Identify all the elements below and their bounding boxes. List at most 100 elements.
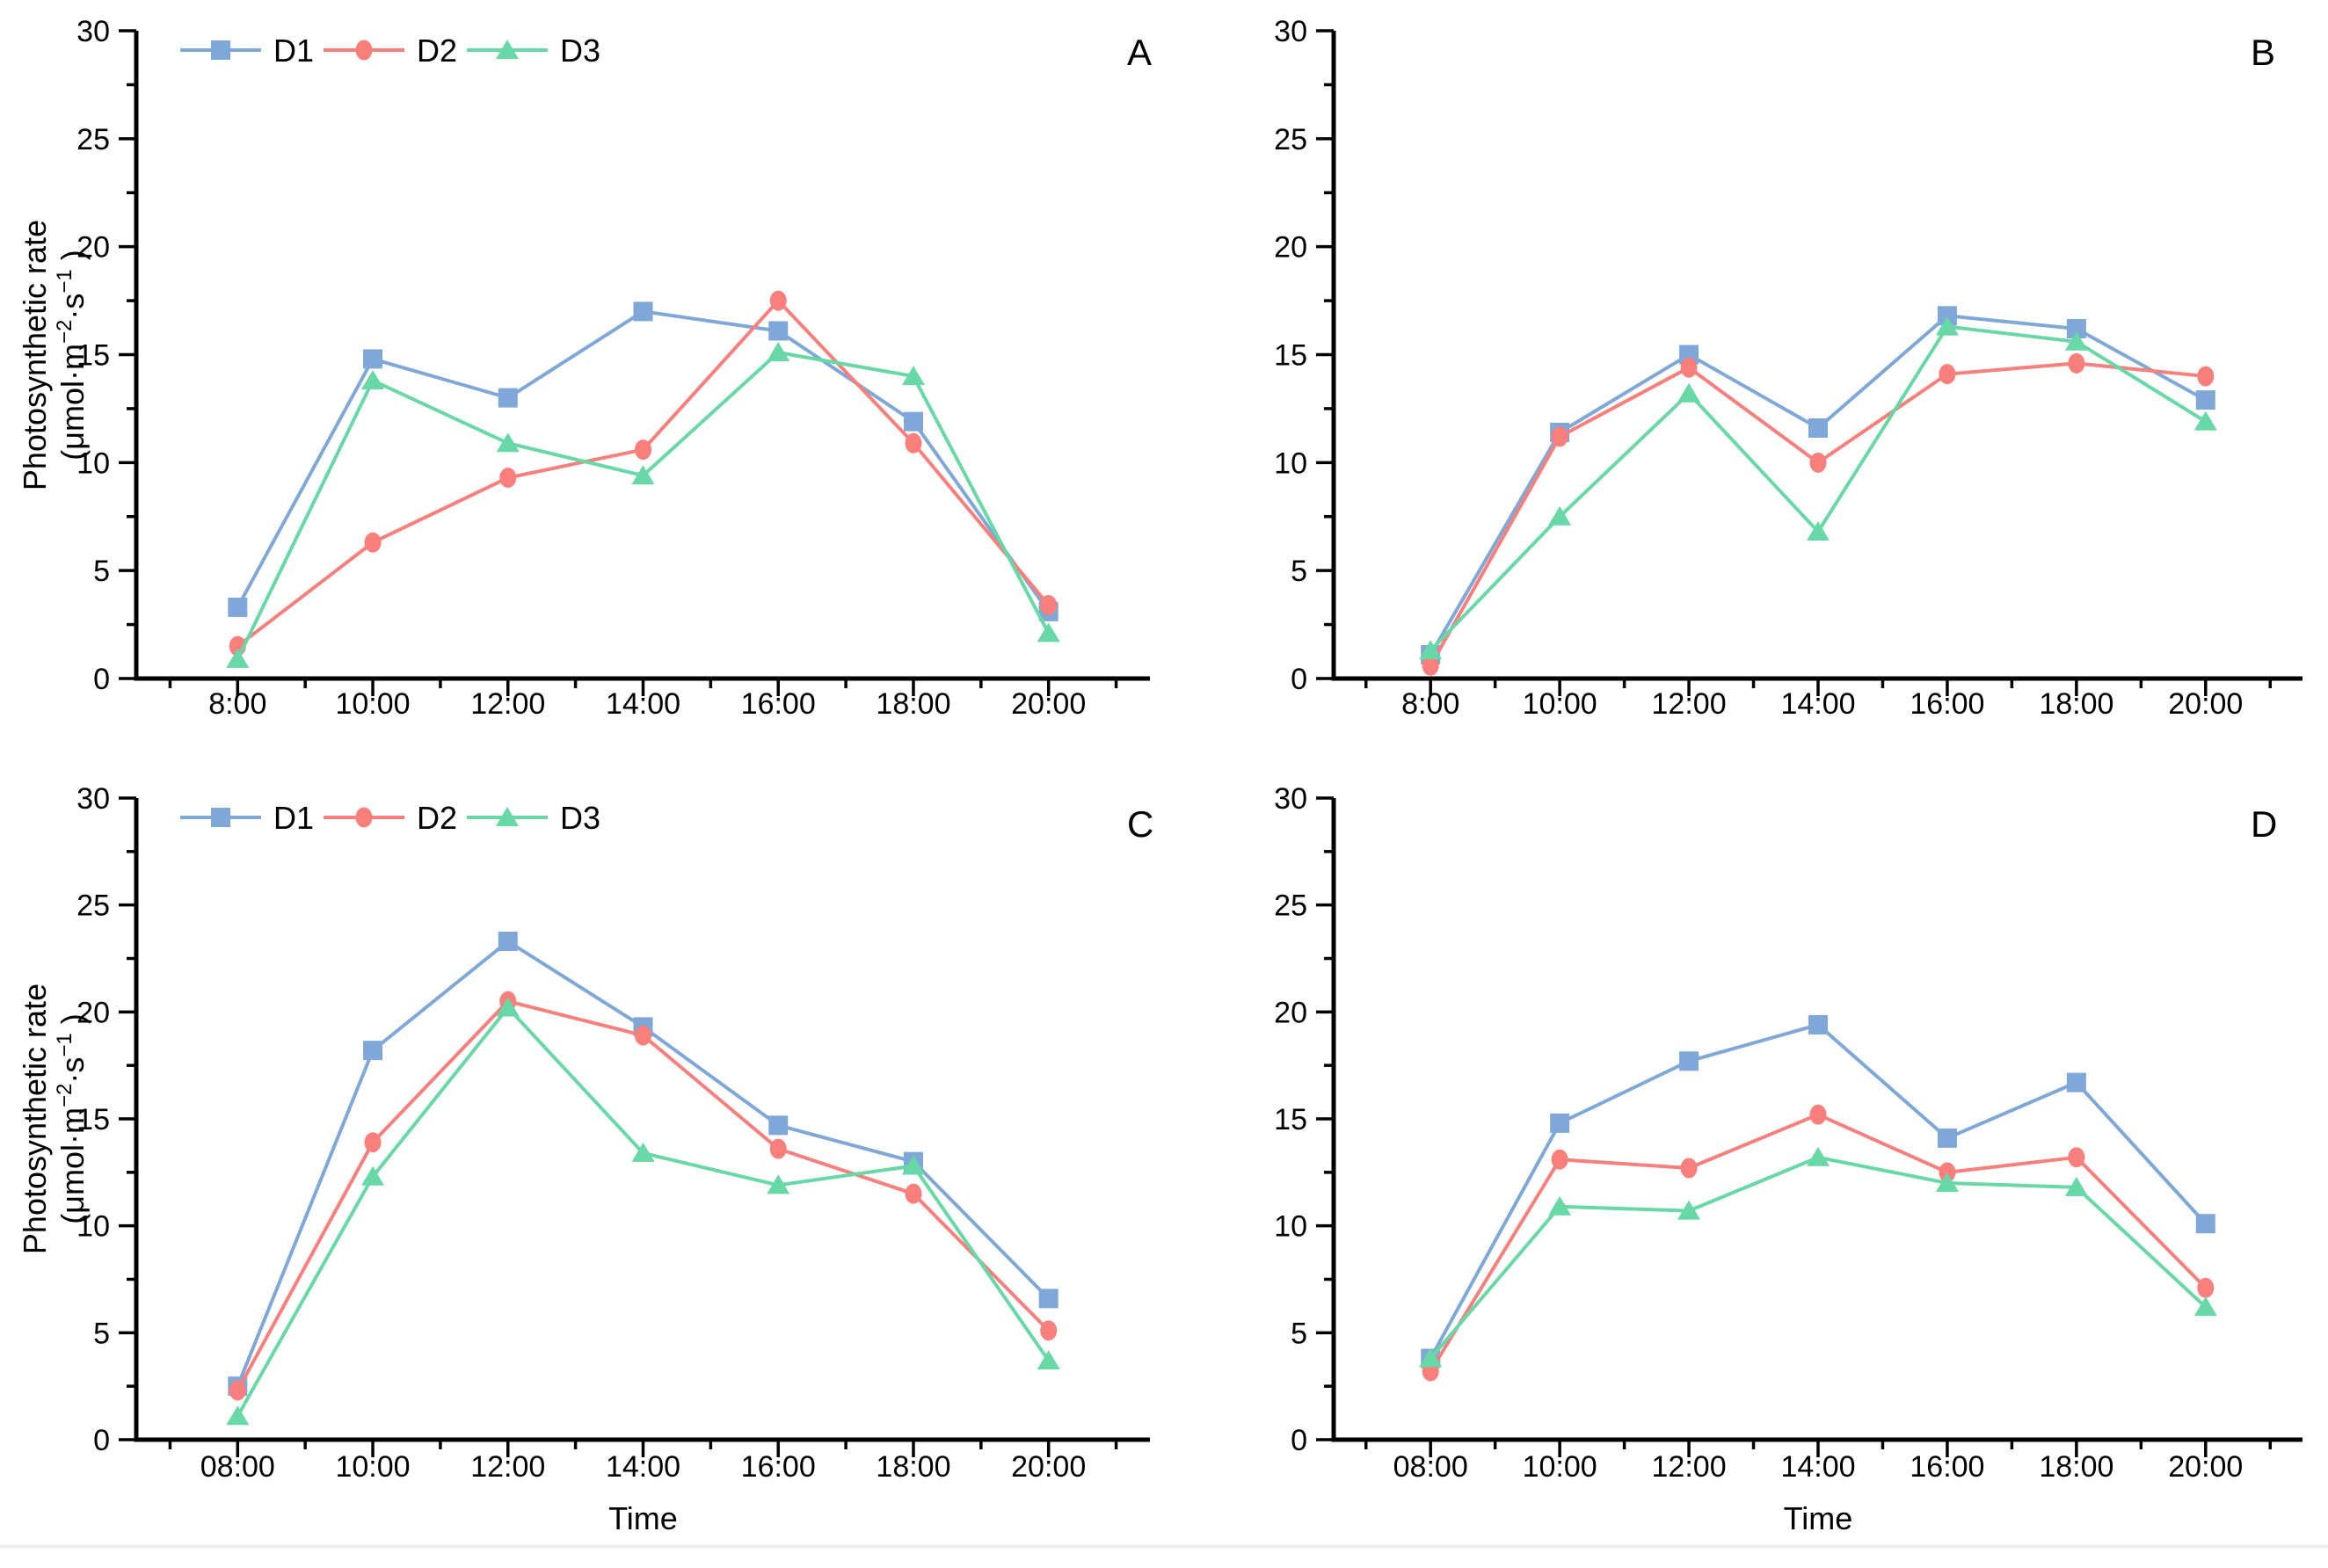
series-D2-marker	[364, 532, 382, 553]
legend-circle-icon	[355, 807, 373, 828]
x-tick-label: 10:00	[1523, 1450, 1597, 1484]
y-tick-label: 0	[1291, 1424, 1307, 1457]
series-D3-marker	[496, 997, 520, 1017]
y-tick-label: 10	[76, 1210, 110, 1244]
x-axis-title: Time	[608, 1500, 678, 1536]
series-D3-marker	[496, 432, 520, 453]
series-D3-marker	[1677, 382, 1701, 403]
series-D3-marker	[361, 369, 385, 389]
series-D3-marker	[1935, 316, 1959, 336]
series-D3-marker	[901, 1155, 925, 1175]
legend-label: D3	[560, 33, 600, 69]
series-D3-line	[1429, 1155, 2208, 1360]
y-axis-title-units: (μmol·m−2·s−1 )	[53, 250, 91, 460]
x-tick-label: 10:00	[335, 687, 410, 721]
series-D3-marker	[2064, 1176, 2088, 1196]
legend-label: D2	[417, 33, 457, 69]
axes-spines	[134, 31, 1150, 681]
y-tick-label: 5	[93, 1317, 110, 1350]
series-D2-marker	[2068, 352, 2085, 374]
series-D2-marker	[1939, 364, 1956, 385]
x-tick-label: 08:00	[200, 1450, 275, 1484]
x-tick-label: 10:00	[335, 1450, 410, 1484]
x-tick-label: 08:00	[1393, 1450, 1468, 1484]
series-D3-marker	[1548, 1195, 1572, 1216]
series-D1-marker	[1937, 1128, 1957, 1148]
panel-letter: A	[1127, 32, 1152, 73]
y-tick-label: 20	[76, 996, 110, 1029]
series-D3-marker	[2064, 330, 2088, 351]
y-tick-label: 30	[76, 782, 110, 816]
x-tick-label: 8:00	[208, 687, 266, 721]
series-D2-marker	[1040, 594, 1058, 615]
series-D2-marker	[1939, 1162, 1956, 1183]
legend-triangle-icon	[496, 40, 519, 59]
series-D3-marker	[361, 1165, 385, 1186]
x-tick-label: 12:00	[1652, 1450, 1727, 1484]
y-tick-label: 30	[1274, 782, 1307, 816]
x-tick-label: 18:00	[876, 1450, 950, 1484]
series-D2-marker	[1809, 1104, 1827, 1125]
series-D1-marker	[768, 1115, 789, 1136]
y-tick-label: 15	[1274, 1103, 1307, 1136]
series-D3-marker	[1807, 520, 1830, 541]
series-D3-marker	[631, 465, 655, 485]
series-D2-marker	[499, 468, 517, 489]
series-D2-marker	[1551, 1149, 1568, 1170]
series-D1-marker	[1679, 1051, 1699, 1071]
series-D1-marker	[633, 301, 653, 322]
y-tick-label: 25	[1274, 123, 1307, 156]
legend-square-icon	[211, 40, 230, 60]
y-axis-title-line1: Photosynthetic rate	[17, 220, 53, 490]
y-tick-label: 30	[1274, 15, 1307, 48]
series-D1-marker	[498, 932, 518, 952]
legend-label: D1	[273, 33, 314, 69]
y-tick-label: 20	[76, 231, 110, 265]
series-D2-marker	[635, 1025, 651, 1046]
legend-circle-icon	[355, 40, 373, 61]
series-D1-marker	[2195, 1214, 2215, 1234]
series-D3-marker	[1548, 505, 1572, 526]
series-D3-line	[236, 351, 1051, 660]
y-tick-label: 10	[76, 446, 110, 480]
legend-item-D1: D1	[180, 33, 314, 69]
y-tick-label: 0	[93, 663, 110, 696]
series-D3-marker	[1037, 1349, 1060, 1369]
series-D2-marker	[229, 1380, 246, 1401]
x-tick-label: 16:00	[741, 687, 816, 721]
x-tick-label: 20:00	[1011, 687, 1086, 721]
x-tick-label: 20:00	[2168, 1450, 2243, 1484]
y-tick-label: 5	[93, 555, 110, 588]
y-tick-label: 25	[76, 889, 110, 923]
series-D2-marker	[364, 1132, 382, 1153]
panel-letter: B	[2251, 32, 2275, 73]
panel-letter: D	[2251, 803, 2277, 845]
series-D1-marker	[2195, 390, 2215, 410]
legend: D1 D2 D3	[180, 33, 600, 69]
series-D1-marker	[2066, 319, 2086, 339]
panel-D-chart: 0 5 10 15 20 25 30 08:00 10:00 12:00 14:00 16:00 18:…	[1274, 782, 2303, 1536]
y-tick-label: 10	[1274, 446, 1307, 480]
y-tick-label: 20	[1274, 996, 1307, 1029]
series-D2-marker	[769, 1138, 787, 1159]
x-tick-label: 16:00	[1910, 687, 1984, 721]
x-tick-label: 14:00	[1780, 687, 1855, 721]
y-tick-label: 25	[1274, 889, 1307, 923]
series-D1-marker	[1937, 306, 1957, 326]
series-D1-marker	[1038, 1289, 1059, 1309]
series-D3-marker	[1419, 1347, 1443, 1368]
bottom-divider	[0, 1545, 2328, 1548]
legend-item-D1: D1	[180, 800, 314, 836]
x-tick-label: 16:00	[741, 1450, 816, 1484]
y-tick-label: 0	[93, 1424, 110, 1457]
x-tick-label: 12:00	[470, 687, 545, 721]
chart-panel-b: 0 5 10 15 20 25 30 8:00 10:00 12:00 14:00 16:00 18:0…	[1164, 0, 2328, 787]
series-D2-marker	[1551, 426, 1568, 447]
y-tick-label: 10	[1274, 1210, 1307, 1244]
series-D1-marker	[1808, 1014, 1828, 1034]
y-tick-label: 30	[76, 15, 110, 48]
series-D2-marker	[1040, 1320, 1058, 1341]
series-D1-line	[1429, 314, 2207, 656]
series-D2-marker	[1680, 357, 1698, 378]
series-D1-marker	[2066, 1072, 2086, 1093]
